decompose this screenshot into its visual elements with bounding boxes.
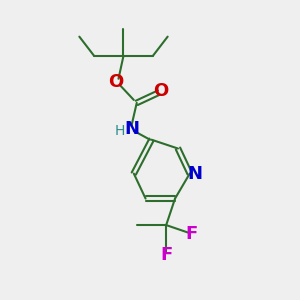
Text: F: F xyxy=(160,245,172,263)
Text: O: O xyxy=(109,73,124,91)
Text: N: N xyxy=(188,165,202,183)
Text: H: H xyxy=(115,124,125,138)
Text: O: O xyxy=(153,82,168,100)
Text: N: N xyxy=(124,120,139,138)
Text: F: F xyxy=(185,225,197,243)
